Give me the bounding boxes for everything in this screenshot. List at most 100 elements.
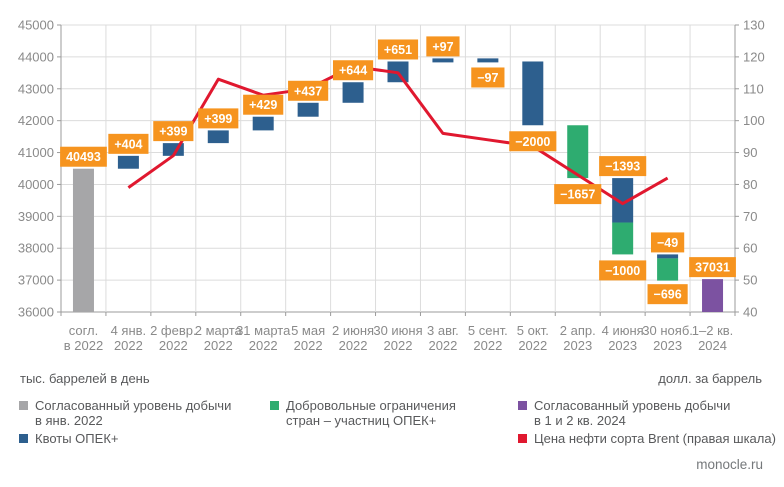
bar-value-label: +437: [294, 84, 322, 98]
bar-value-label: +404: [114, 137, 142, 151]
bar-value-label-box: [332, 60, 374, 81]
bar-value-label-box: [599, 260, 647, 281]
bar-value-label: 37031: [695, 261, 730, 275]
x-axis-category-label: 5 сент. 2022: [468, 323, 508, 353]
bar-value-label: +97: [432, 40, 453, 54]
left-axis-tick-label: 41000: [18, 145, 54, 160]
legend-item-label: Добровольные ограничения стран – участни…: [286, 398, 456, 428]
legend-column: Добровольные ограничения стран – участни…: [270, 398, 456, 431]
source-link[interactable]: monocle.ru: [696, 457, 763, 472]
left-axis-tick-label: 40000: [18, 177, 54, 192]
bar-value-label: −696: [654, 288, 682, 302]
bar-value-label-box: [647, 284, 688, 305]
bar-segment-blue: [522, 61, 544, 126]
bar-value-label: −1000: [605, 264, 640, 278]
bar-value-label-box: [471, 67, 505, 88]
left-axis-tick-label: 39000: [18, 209, 54, 224]
bar-value-label-box: [108, 133, 149, 154]
x-axis-category-label: 4 янв. 2022: [111, 323, 147, 353]
green-legend-marker-icon: [270, 401, 279, 410]
left-axis-tick-label: 42000: [18, 113, 54, 128]
bar-value-label: −49: [657, 236, 678, 250]
bar-segment-blue: [342, 82, 364, 103]
bar-value-label: −2000: [515, 135, 550, 149]
x-axis-category-label: 1–2 кв. 2024: [692, 323, 734, 353]
x-axis-category-label: 5 окт. 2022: [517, 323, 549, 353]
right-axis-tick-label: 70: [743, 209, 757, 224]
right-axis-tick-label: 50: [743, 273, 757, 288]
bar-value-label: 40493: [66, 150, 101, 164]
left-axis-tick-label: 44000: [18, 49, 54, 64]
right-axis-tick-label: 90: [743, 145, 757, 160]
bar-value-label-box: [243, 94, 284, 115]
legend-item: Квоты ОПЕК+: [19, 431, 231, 446]
bar-segment-blue: [207, 130, 229, 144]
bar-value-label-box: [288, 80, 329, 101]
legend-item-label: Согласованный уровень добычи в янв. 2022: [35, 398, 232, 428]
bar-segment-purple: [702, 279, 724, 312]
bar-value-label-box: [60, 146, 107, 167]
bar-segment-blue: [612, 178, 634, 223]
bar-value-label-box: [650, 232, 685, 253]
x-axis-category-label: 2 марта 2022: [195, 323, 243, 353]
bar-value-label: +644: [339, 64, 367, 78]
bar-value-label: −97: [477, 71, 498, 85]
x-axis-category-label: 2 июня 2022: [332, 323, 374, 353]
bar-value-label: +399: [204, 112, 232, 126]
bar-value-label: +429: [249, 98, 277, 112]
bar-value-label-box: [198, 108, 239, 129]
bar-value-label-box: [377, 39, 419, 60]
right-axis-tick-label: 110: [743, 81, 764, 96]
x-axis-category-label: 5 мая 2022: [291, 323, 325, 353]
bar-segment-green: [657, 258, 679, 281]
bar-segment-green: [567, 125, 589, 179]
right-axis-tick-label: 60: [743, 241, 757, 256]
bar-value-label-box: [554, 184, 602, 205]
bar-segment-blue: [657, 254, 679, 259]
right-axis-tick-label: 100: [743, 113, 765, 128]
bar-value-label-box: [426, 36, 460, 57]
x-axis-category-label: 3 авг. 2022: [427, 323, 459, 353]
x-axis-category-label: согл. в 2022: [64, 323, 103, 353]
right-axis-tick-label: 130: [743, 18, 765, 33]
bar-segment-blue: [117, 155, 139, 169]
x-axis-category-label: 30 нояб. 2023: [642, 323, 693, 353]
legend-column: Согласованный уровень добычи в янв. 2022…: [19, 398, 231, 449]
legend-column: Согласованный уровень добычи в 1 и 2 кв.…: [518, 398, 776, 449]
bar-value-label-box: [153, 121, 194, 142]
bar-value-label: −1657: [560, 188, 595, 202]
left-axis-tick-label: 37000: [18, 273, 54, 288]
left-axis-unit-label: тыс. баррелей в день: [20, 371, 150, 386]
left-axis-tick-label: 38000: [18, 241, 54, 256]
bar-value-label: +399: [159, 125, 187, 139]
left-axis-tick-label: 45000: [18, 18, 54, 33]
legend-item: Согласованный уровень добычи в янв. 2022: [19, 398, 231, 428]
legend-item-label: Квоты ОПЕК+: [35, 431, 119, 446]
purple-legend-marker-icon: [518, 401, 527, 410]
bar-value-label-box: [509, 131, 557, 152]
bar-value-label-box: [599, 156, 647, 177]
bar-segment-green: [612, 222, 634, 255]
left-axis-tick-label: 36000: [18, 305, 54, 320]
bar-segment-blue: [252, 116, 274, 131]
x-axis-category-label: 2 апр. 2023: [560, 323, 596, 353]
right-axis-tick-label: 80: [743, 177, 757, 192]
blue-legend-marker-icon: [19, 434, 28, 443]
bar-value-label: +651: [384, 43, 412, 57]
left-axis-tick-label: 43000: [18, 81, 54, 96]
right-axis-tick-label: 120: [743, 49, 765, 64]
x-axis-category-label: 31 марта 2022: [236, 323, 291, 353]
bar-value-label: −1393: [605, 160, 640, 174]
legend-item-label: Цена нефти сорта Brent (правая шкала): [534, 431, 776, 446]
bar-segment-blue: [477, 58, 499, 63]
legend: Согласованный уровень добычи в янв. 2022…: [0, 398, 784, 458]
brent-price-line: [127, 65, 669, 206]
legend-item-label: Согласованный уровень добычи в 1 и 2 кв.…: [534, 398, 731, 428]
bar-segment-gray: [72, 168, 94, 312]
right-axis-unit-label: долл. за баррель: [658, 371, 762, 386]
x-axis-category-label: 4 июня 2023: [602, 323, 644, 353]
legend-item: Согласованный уровень добычи в 1 и 2 кв.…: [518, 398, 776, 428]
x-axis-category-label: 30 июня 2022: [373, 323, 422, 353]
